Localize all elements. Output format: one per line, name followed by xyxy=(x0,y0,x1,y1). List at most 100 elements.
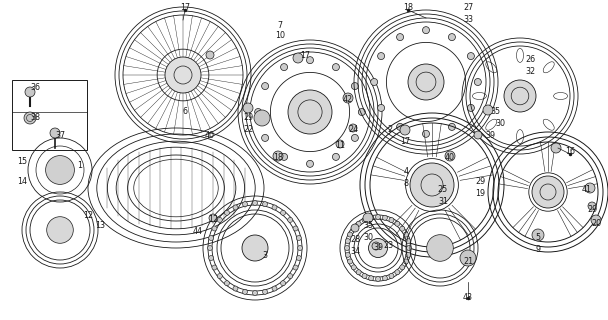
Circle shape xyxy=(345,239,350,244)
Circle shape xyxy=(296,255,302,260)
Circle shape xyxy=(585,183,595,193)
Text: 35: 35 xyxy=(490,108,500,116)
Circle shape xyxy=(351,265,356,270)
Circle shape xyxy=(243,289,247,294)
Circle shape xyxy=(362,273,367,278)
Text: 25: 25 xyxy=(438,186,448,195)
Circle shape xyxy=(483,105,493,115)
Circle shape xyxy=(336,140,344,148)
Circle shape xyxy=(351,134,358,141)
Text: 10: 10 xyxy=(275,30,285,39)
Circle shape xyxy=(293,265,298,270)
Circle shape xyxy=(591,215,601,225)
Circle shape xyxy=(243,202,247,207)
Circle shape xyxy=(333,64,339,71)
Circle shape xyxy=(532,176,564,208)
Text: 6: 6 xyxy=(182,108,187,116)
Circle shape xyxy=(474,131,482,139)
Circle shape xyxy=(207,245,213,251)
Circle shape xyxy=(209,236,213,241)
Circle shape xyxy=(272,205,277,210)
Circle shape xyxy=(423,27,429,34)
Text: 12: 12 xyxy=(208,215,218,225)
Text: 24: 24 xyxy=(348,125,358,134)
Text: 18: 18 xyxy=(273,154,283,163)
Circle shape xyxy=(348,232,353,237)
Text: 42: 42 xyxy=(343,95,353,105)
Circle shape xyxy=(368,238,387,258)
Text: 22: 22 xyxy=(243,125,253,134)
Circle shape xyxy=(306,57,314,64)
Text: 3: 3 xyxy=(263,251,268,260)
Circle shape xyxy=(263,289,268,294)
Circle shape xyxy=(261,83,269,90)
Circle shape xyxy=(389,273,394,278)
Circle shape xyxy=(212,265,217,270)
Text: 14: 14 xyxy=(17,178,27,187)
Text: 43: 43 xyxy=(463,293,473,302)
Circle shape xyxy=(254,110,270,126)
Circle shape xyxy=(46,156,74,184)
Circle shape xyxy=(217,218,223,222)
Circle shape xyxy=(378,104,385,111)
Circle shape xyxy=(242,235,268,261)
Circle shape xyxy=(345,245,350,251)
Circle shape xyxy=(297,245,303,251)
Circle shape xyxy=(233,286,238,291)
Text: 1: 1 xyxy=(77,161,83,170)
Circle shape xyxy=(25,87,35,97)
Circle shape xyxy=(382,215,387,220)
Circle shape xyxy=(551,143,561,153)
Text: 23: 23 xyxy=(383,241,393,250)
Circle shape xyxy=(217,274,223,278)
Circle shape xyxy=(474,78,482,85)
Circle shape xyxy=(588,202,596,210)
Text: 17: 17 xyxy=(400,138,410,147)
Circle shape xyxy=(449,124,455,130)
Circle shape xyxy=(288,274,292,278)
Text: 32: 32 xyxy=(525,68,535,76)
Text: 12: 12 xyxy=(83,211,93,220)
Circle shape xyxy=(288,90,332,134)
Circle shape xyxy=(406,252,411,257)
Circle shape xyxy=(407,245,412,251)
Text: 19: 19 xyxy=(475,189,485,198)
Circle shape xyxy=(399,226,405,231)
Text: 9: 9 xyxy=(536,245,541,254)
Circle shape xyxy=(165,57,201,93)
Circle shape xyxy=(382,276,387,281)
Circle shape xyxy=(406,239,411,244)
Circle shape xyxy=(261,134,269,141)
Circle shape xyxy=(395,270,400,275)
Text: 13: 13 xyxy=(95,220,105,229)
Text: 5: 5 xyxy=(536,234,541,243)
Text: 39: 39 xyxy=(373,244,383,252)
Circle shape xyxy=(449,34,455,41)
Text: 17: 17 xyxy=(300,51,310,60)
Text: 38: 38 xyxy=(30,114,40,123)
Text: 40: 40 xyxy=(445,154,455,163)
Circle shape xyxy=(445,151,455,161)
Circle shape xyxy=(209,214,217,222)
Circle shape xyxy=(293,53,303,63)
Text: 8: 8 xyxy=(404,179,409,188)
Text: 27: 27 xyxy=(463,4,473,12)
Text: 7: 7 xyxy=(277,20,283,29)
Circle shape xyxy=(504,80,536,112)
Circle shape xyxy=(47,217,74,243)
Circle shape xyxy=(296,236,302,241)
Circle shape xyxy=(293,226,298,231)
Text: 41: 41 xyxy=(582,186,592,195)
Circle shape xyxy=(371,78,378,85)
Circle shape xyxy=(400,125,410,135)
Circle shape xyxy=(389,218,394,223)
Circle shape xyxy=(333,153,339,160)
Circle shape xyxy=(351,224,359,232)
Text: 44: 44 xyxy=(193,228,203,236)
Circle shape xyxy=(273,151,283,161)
Text: 37: 37 xyxy=(55,131,65,140)
Circle shape xyxy=(349,124,357,132)
Circle shape xyxy=(372,242,380,250)
Circle shape xyxy=(272,286,277,291)
Text: 18: 18 xyxy=(403,4,413,12)
